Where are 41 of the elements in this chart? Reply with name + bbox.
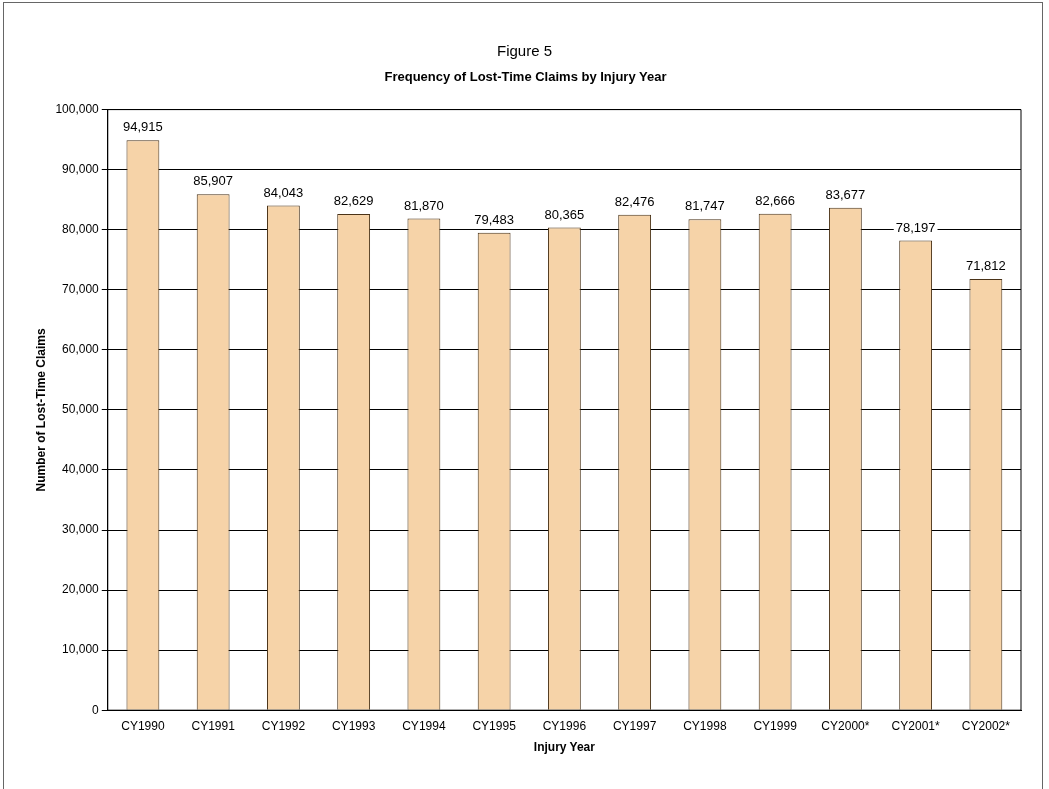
y-tick-label: 10,000	[62, 642, 100, 657]
data-label: 80,365	[544, 206, 585, 222]
y-tick-label: 70,000	[62, 282, 100, 297]
x-tick-label: CY1994	[402, 718, 446, 733]
data-label: 82,629	[333, 193, 374, 209]
x-axis-title: Injury Year	[533, 740, 596, 755]
data-label: 79,483	[474, 211, 515, 227]
y-tick-label: 0	[92, 702, 100, 717]
x-tick-label: CY1997	[612, 718, 657, 733]
x-tick-label: CY1990	[121, 718, 165, 733]
x-tick-label: CY2002*	[961, 718, 1011, 733]
y-tick-label: 90,000	[62, 161, 100, 176]
y-axis-title: Number of Lost-Time Claims	[33, 328, 48, 492]
y-tick-label: 40,000	[62, 462, 100, 477]
x-tick-label: CY1991	[191, 718, 236, 733]
data-label: 81,870	[404, 197, 444, 213]
y-tick-label: 60,000	[62, 342, 100, 357]
data-label: 82,666	[755, 192, 796, 208]
x-tick-label: CY1996	[542, 718, 587, 733]
data-label: 85,907	[193, 173, 234, 189]
x-tick-label: CY1999	[753, 718, 798, 733]
data-label: 82,476	[614, 193, 655, 209]
data-label: 84,043	[263, 184, 304, 200]
y-tick-label: 50,000	[62, 402, 100, 417]
chart-title: Frequency of Lost-Time Claims by Injury Year	[384, 69, 667, 85]
x-tick-label: CY1992	[261, 718, 306, 733]
data-label: 81,747	[685, 198, 725, 214]
data-label: 94,915	[123, 119, 163, 135]
data-label: 71,812	[965, 257, 1006, 273]
y-tick-label: 30,000	[62, 522, 100, 537]
data-label: 83,677	[825, 186, 866, 202]
x-tick-label: CY1998	[683, 718, 727, 733]
data-label: 78,197	[895, 219, 936, 235]
y-tick-label: 80,000	[62, 222, 100, 237]
x-tick-label: CY1993	[331, 718, 376, 733]
caption: Figure 5	[496, 42, 553, 59]
x-tick-label: CY1995	[472, 718, 517, 733]
y-tick-label: 20,000	[62, 582, 100, 597]
x-tick-label: CY2000*	[821, 718, 870, 733]
y-tick-label: 100,000	[55, 101, 100, 116]
x-tick-label: CY2001*	[891, 718, 940, 733]
